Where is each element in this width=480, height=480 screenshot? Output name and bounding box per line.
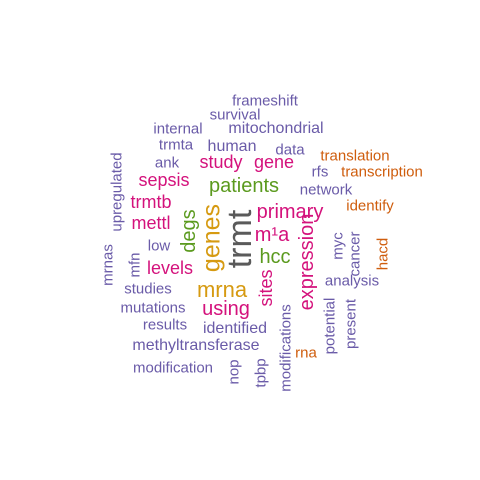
word-myc: myc	[329, 232, 347, 260]
word-cancer: cancer	[346, 231, 364, 277]
word-gene: gene	[253, 152, 295, 172]
word-modifications: modifications	[277, 304, 295, 392]
word-nop: nop	[225, 359, 243, 385]
word-primary: primary	[256, 201, 324, 223]
word-identify: identify	[346, 197, 394, 215]
word-rna: rna	[295, 344, 317, 362]
word-translation: translation	[320, 147, 390, 165]
word-rfs: rfs	[311, 163, 329, 181]
word-human: human	[207, 138, 257, 155]
word-low: low	[147, 237, 171, 255]
word-data: data	[275, 141, 305, 159]
word-patients: patients	[208, 175, 280, 197]
word-analysis: analysis	[324, 272, 380, 290]
word-mettl: mettl	[131, 213, 171, 233]
word-sepsis: sepsis	[138, 170, 190, 190]
word-present: present	[342, 298, 360, 350]
word-internal: internal	[153, 120, 203, 138]
word-sites: sites	[256, 269, 276, 307]
word-identified: identified	[202, 320, 268, 337]
word-mitochondrial: mitochondrial	[228, 120, 324, 137]
word-degs: degs	[178, 209, 200, 253]
word-mutations: mutations	[120, 299, 186, 317]
word-potential: potential	[321, 297, 339, 355]
word-modification: modification	[132, 359, 214, 377]
word-network: network	[299, 181, 353, 199]
word-expression: expression	[296, 213, 318, 311]
word-levels: levels	[146, 258, 194, 278]
word-trmtb: trmtb	[130, 192, 172, 212]
word-transcription: transcription	[341, 163, 423, 181]
word-mfn: mfn	[126, 252, 144, 278]
word-mrna: mrna	[196, 277, 248, 302]
word-trmt: trmt	[221, 209, 259, 269]
word-using: using	[202, 298, 250, 320]
word-survival: survival	[209, 106, 261, 124]
word-study: study	[199, 152, 243, 172]
word-m1a: m¹a	[254, 224, 290, 246]
word-upregulated: upregulated	[108, 152, 126, 232]
word-hcc: hcc	[259, 246, 291, 268]
word-frameshift: frameshift	[232, 92, 298, 110]
word-tpbp: tpbp	[252, 358, 270, 388]
word-mrnas: mrnas	[99, 244, 117, 286]
word-studies: studies	[124, 280, 172, 298]
word-hacd: hacd	[374, 237, 392, 271]
word-trmta: trmta	[158, 136, 194, 154]
word-results: results	[142, 316, 188, 334]
word-methyltransferase: methyltransferase	[132, 337, 260, 354]
word-ank: ank	[154, 154, 180, 172]
